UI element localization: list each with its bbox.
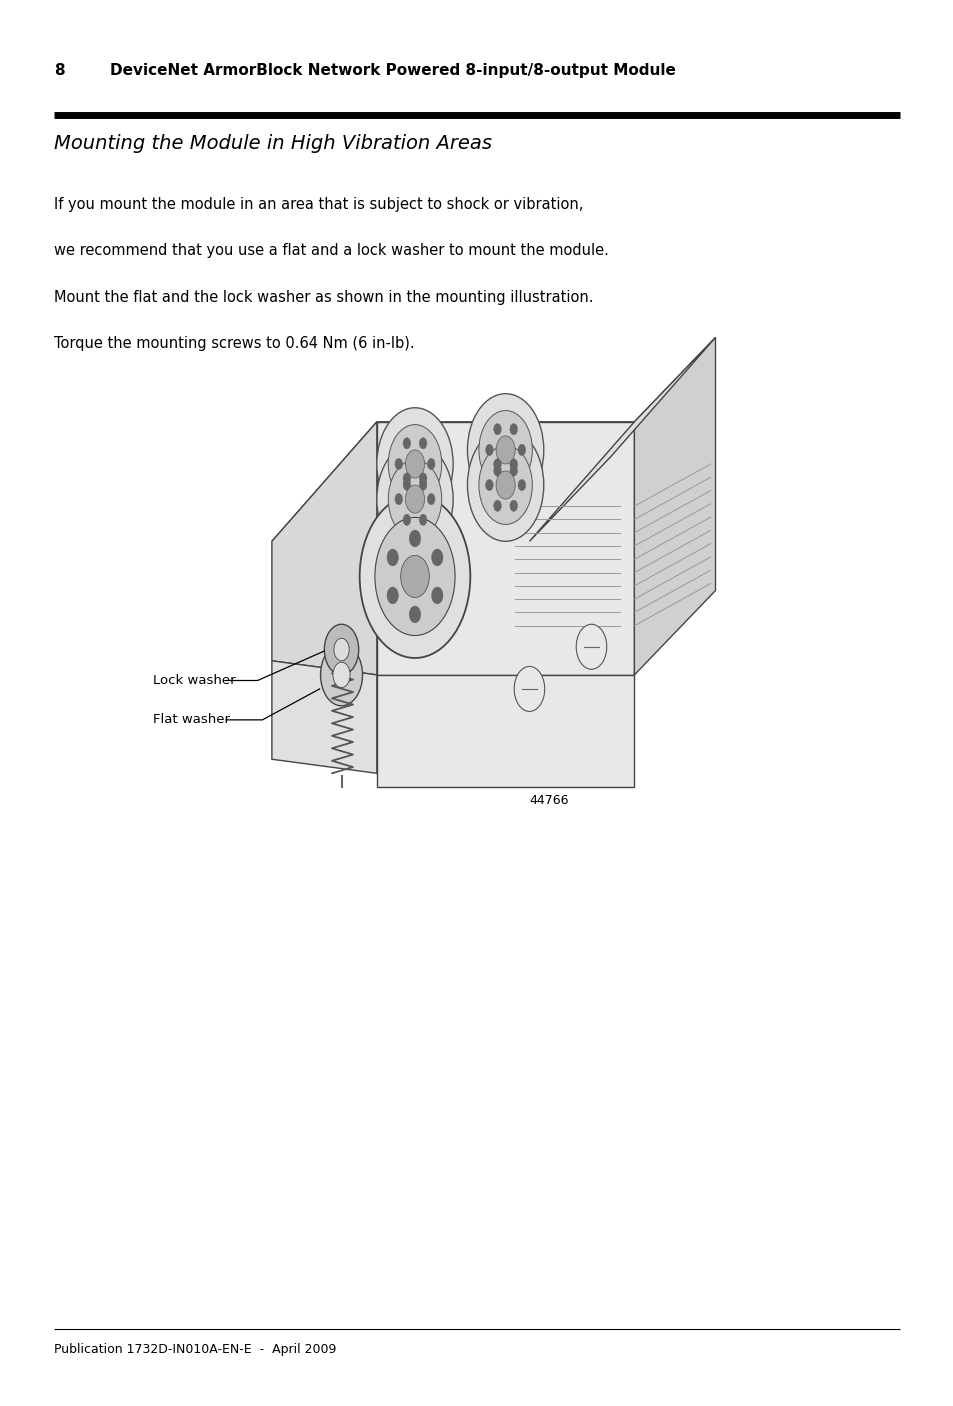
Circle shape [409,530,420,547]
Circle shape [324,624,358,675]
Circle shape [485,444,493,456]
Circle shape [375,517,455,636]
Circle shape [494,465,501,477]
Circle shape [494,458,501,470]
Circle shape [509,465,517,477]
Circle shape [419,437,427,449]
Text: Publication 1732D-IN010A-EN-E  -  April 2009: Publication 1732D-IN010A-EN-E - April 20… [54,1343,336,1355]
Circle shape [509,423,517,434]
Circle shape [388,425,441,503]
Circle shape [320,644,362,706]
Circle shape [517,444,525,456]
Circle shape [496,471,515,499]
Circle shape [405,450,424,478]
Polygon shape [272,422,376,675]
Circle shape [359,495,470,658]
Circle shape [395,494,402,505]
Polygon shape [376,422,634,675]
Circle shape [467,394,543,506]
Text: Mount the flat and the lock washer as shown in the mounting illustration.: Mount the flat and the lock washer as sh… [54,290,594,305]
Circle shape [395,458,402,470]
Circle shape [402,479,410,491]
Polygon shape [376,675,634,787]
Circle shape [514,666,544,711]
Circle shape [402,472,410,484]
Circle shape [496,436,515,464]
Circle shape [478,446,532,524]
Text: Mounting the Module in High Vibration Areas: Mounting the Module in High Vibration Ar… [54,134,492,153]
Polygon shape [529,337,715,541]
Circle shape [402,437,410,449]
Circle shape [419,479,427,491]
Circle shape [388,460,441,538]
Circle shape [509,458,517,470]
Circle shape [387,588,398,605]
Text: 44766: 44766 [529,794,568,807]
Circle shape [419,472,427,484]
Circle shape [478,411,532,489]
Text: Torque the mounting screws to 0.64 Nm (6 in-lb).: Torque the mounting screws to 0.64 Nm (6… [54,336,415,352]
Circle shape [494,501,501,512]
Text: Flat washer: Flat washer [152,713,230,727]
Polygon shape [272,661,376,773]
Circle shape [334,638,349,661]
Text: 8: 8 [54,63,65,79]
Text: we recommend that you use a flat and a lock washer to mount the module.: we recommend that you use a flat and a l… [54,243,609,259]
Circle shape [509,501,517,512]
Circle shape [427,458,435,470]
Circle shape [427,494,435,505]
Circle shape [409,606,420,623]
Polygon shape [634,337,715,675]
Circle shape [494,423,501,434]
Circle shape [376,443,453,555]
Text: Lock washer: Lock washer [152,673,235,688]
Circle shape [400,555,429,598]
Circle shape [517,479,525,491]
Circle shape [485,479,493,491]
Circle shape [402,515,410,526]
Text: DeviceNet ArmorBlock Network Powered 8-input/8-output Module: DeviceNet ArmorBlock Network Powered 8-i… [110,63,675,79]
Circle shape [576,624,606,669]
Circle shape [405,485,424,513]
Circle shape [467,429,543,541]
Circle shape [431,588,442,605]
Circle shape [333,662,350,688]
Polygon shape [272,422,634,541]
Circle shape [376,408,453,520]
Circle shape [431,550,442,567]
Text: If you mount the module in an area that is subject to shock or vibration,: If you mount the module in an area that … [54,197,583,212]
Circle shape [419,515,427,526]
Circle shape [387,550,398,567]
